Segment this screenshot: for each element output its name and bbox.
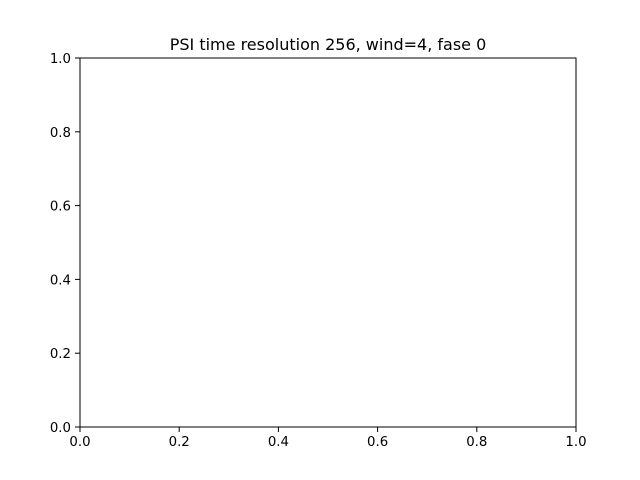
x-tick-label: 1.0 — [565, 435, 586, 450]
x-tick-label: 0.4 — [268, 435, 289, 450]
chart-title: PSI time resolution 256, wind=4, fase 0 — [170, 35, 487, 54]
x-tick-label: 0.0 — [69, 435, 90, 450]
y-tick-label: 0.2 — [50, 347, 71, 362]
y-tick-label: 1.0 — [50, 52, 71, 67]
y-tick-label: 0.6 — [50, 200, 71, 215]
y-tick-label: 0.0 — [50, 421, 71, 436]
y-tick-label: 0.4 — [50, 273, 71, 288]
y-tick-label: 0.8 — [50, 126, 71, 141]
plot-area — [79, 57, 577, 428]
x-axis-ticks: 0.0 0.2 0.4 0.6 0.8 1.0 — [69, 427, 587, 450]
x-tick-label: 0.8 — [466, 435, 487, 450]
x-tick-label: 0.2 — [169, 435, 190, 450]
y-axis-ticks: 0.0 0.2 0.4 0.6 0.8 1.0 — [50, 52, 80, 436]
x-tick-label: 0.6 — [367, 435, 388, 450]
